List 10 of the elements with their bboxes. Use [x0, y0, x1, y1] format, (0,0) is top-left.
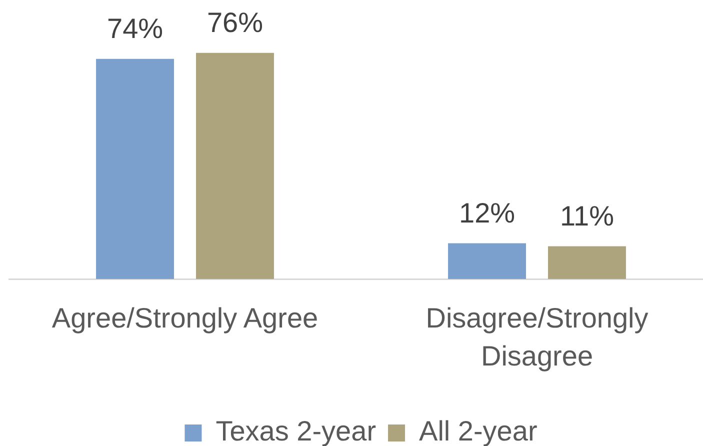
bar — [196, 52, 274, 279]
data-label: 76% — [206, 6, 264, 38]
x-tick-label: Disagree/Strongly Disagree — [426, 302, 648, 372]
bar — [448, 243, 526, 279]
data-label: 12% — [458, 197, 516, 228]
bar — [96, 58, 174, 279]
data-label: 11% — [560, 200, 614, 232]
bar — [548, 246, 626, 279]
data-label: 74% — [106, 12, 164, 44]
x-tick-label: Agree/Strongly Agree — [52, 302, 318, 334]
